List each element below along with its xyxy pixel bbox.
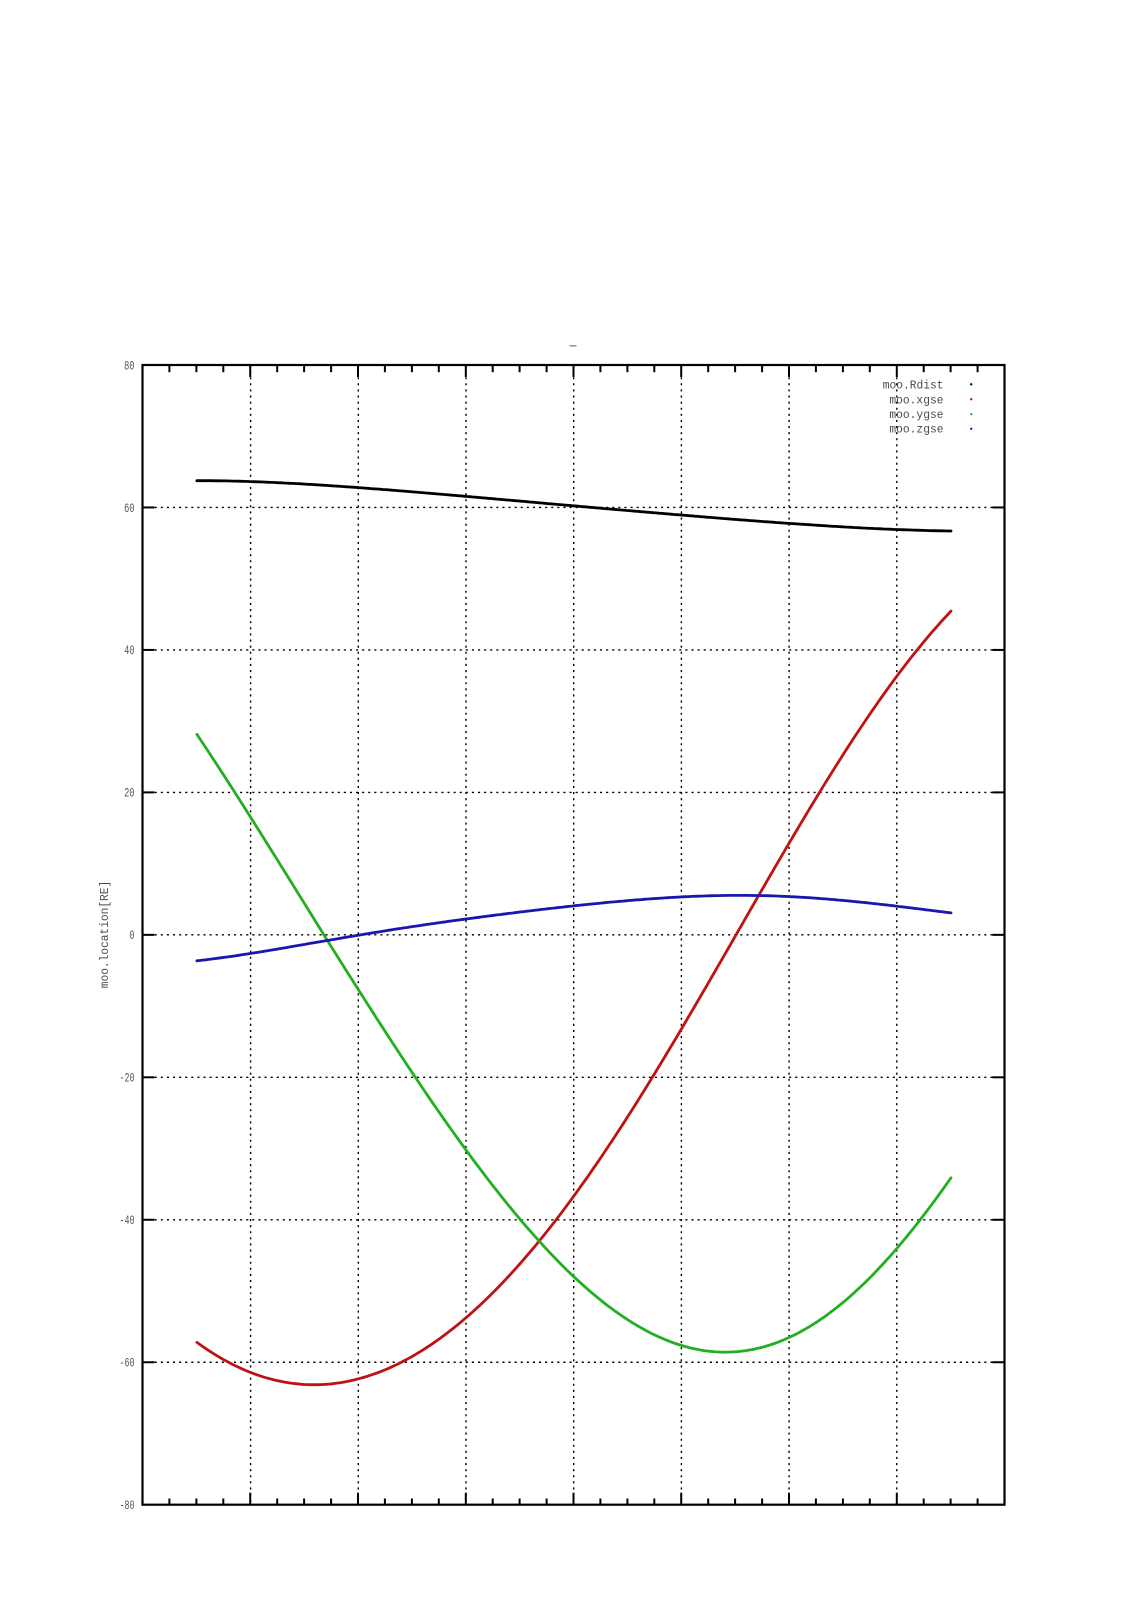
svg-text:moo.location[RE]: moo.location[RE] (98, 881, 112, 988)
svg-text:-60: -60 (120, 1356, 135, 1371)
svg-text:moo.ygse: moo.ygse (889, 409, 943, 422)
svg-text:moo.Rdist: moo.Rdist (883, 380, 944, 393)
svg-text:60: 60 (124, 501, 134, 516)
svg-text:-40: -40 (120, 1213, 135, 1228)
svg-text:moo.zgse: moo.zgse (889, 424, 943, 437)
svg-text:80: 80 (124, 358, 134, 373)
svg-text:40: 40 (124, 643, 134, 658)
svg-text:-80: -80 (120, 1498, 135, 1513)
svg-text:0: 0 (129, 928, 134, 943)
svg-text:-20: -20 (120, 1071, 135, 1086)
svg-text:20: 20 (124, 786, 134, 801)
svg-text:moo.xgse: moo.xgse (889, 394, 943, 407)
